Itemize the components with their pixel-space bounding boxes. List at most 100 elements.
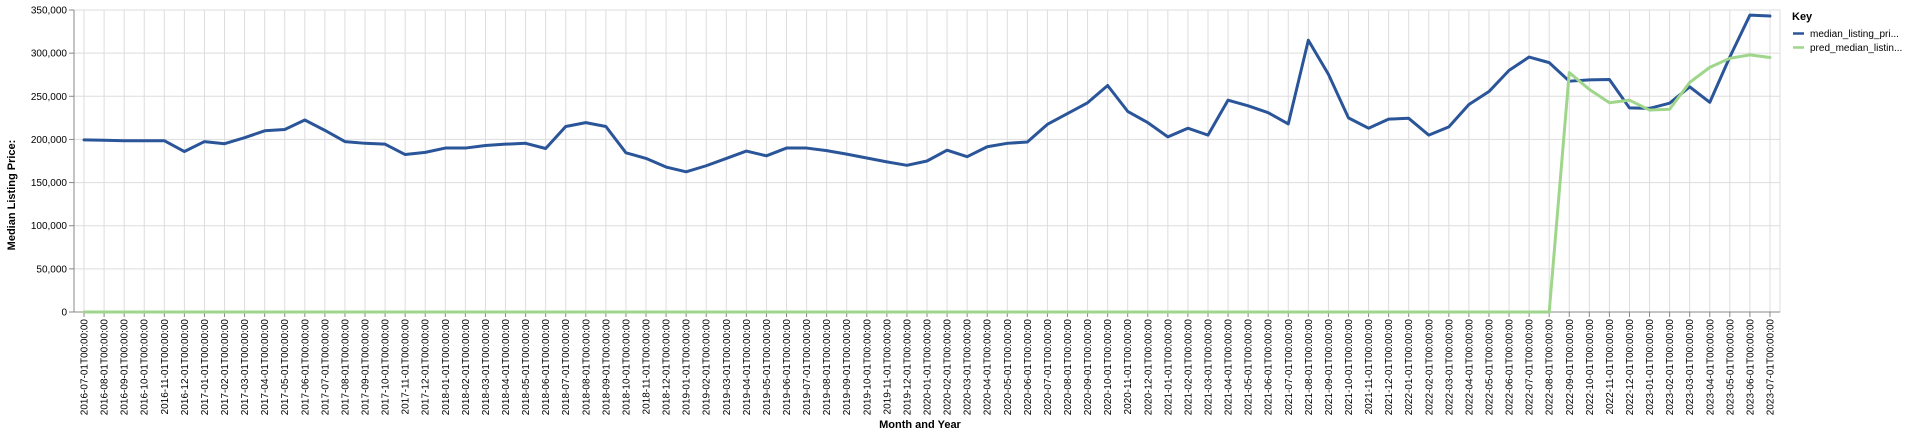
y-tick-label: 50,000: [36, 264, 67, 275]
x-tick-label: 2018-03-01T00:00:00: [481, 319, 492, 416]
x-tick-label: 2017-02-01T00:00:00: [220, 319, 231, 416]
x-tick-label: 2022-08-01T00:00:00: [1545, 319, 1556, 416]
x-tick-label: 2017-01-01T00:00:00: [200, 319, 211, 416]
series-line-1: [82, 13, 1772, 174]
x-tick-label: 2018-04-01T00:00:00: [501, 319, 512, 416]
x-tick-label: 2020-03-01T00:00:00: [963, 319, 974, 416]
y-tick-label: 0: [61, 308, 67, 319]
y-tick-label: 150,000: [31, 178, 68, 189]
x-tick-label: 2018-12-01T00:00:00: [662, 319, 673, 416]
y-axis-title: Median Listing Price:: [6, 140, 18, 251]
x-tick-label: 2018-01-01T00:00:00: [441, 319, 452, 416]
y-axis: 0 50,000 100,000 150,000 200,000 250,000 300,0…: [31, 6, 75, 319]
x-tick-label: 2016-12-01T00:00:00: [180, 319, 191, 416]
x-tick-label: 2017-03-01T00:00:00: [240, 319, 251, 416]
y-tick-label: 100,000: [31, 221, 68, 232]
legend-label: pred_median_listin...: [1810, 43, 1902, 54]
x-tick-label: 2019-02-01T00:00:00: [702, 319, 713, 416]
x-tick-label: 2022-03-01T00:00:00: [1444, 319, 1455, 416]
x-tick-label: 2020-06-01T00:00:00: [1023, 319, 1034, 416]
x-axis: 2016-07-01T00:00:00 2016-08-01T00:00:00 20…: [74, 311, 1780, 416]
x-tick-label: 2020-04-01T00:00:00: [983, 319, 994, 416]
x-tick-label: 2019-06-01T00:00:00: [782, 319, 793, 416]
series-lines: [82, 13, 1772, 314]
x-tick-label: 2019-03-01T00:00:00: [722, 319, 733, 416]
legend: Key median_listing_pri... pred_median_list…: [1792, 11, 1902, 54]
x-tick-label: 2023-04-01T00:00:00: [1705, 319, 1716, 416]
x-tick-label: 2017-07-01T00:00:00: [320, 319, 331, 416]
x-axis-title: Month and Year: [879, 419, 961, 431]
x-tick-label: 2022-01-01T00:00:00: [1404, 319, 1415, 416]
x-tick-label: 2020-08-01T00:00:00: [1063, 319, 1074, 416]
x-tick-label: 2021-06-01T00:00:00: [1264, 319, 1275, 416]
x-tick-label: 2021-03-01T00:00:00: [1203, 319, 1214, 416]
y-tick-label: 250,000: [31, 92, 68, 103]
x-tick-label: 2022-06-01T00:00:00: [1505, 319, 1516, 416]
x-tick-label: 2018-05-01T00:00:00: [521, 319, 532, 416]
x-tick-label: 2019-12-01T00:00:00: [902, 319, 913, 416]
x-tick-label: 2017-09-01T00:00:00: [361, 319, 372, 416]
legend-label: median_listing_pri...: [1810, 29, 1899, 40]
x-tick-label: 2020-11-01T00:00:00: [1123, 319, 1134, 415]
x-tick-label: 2017-06-01T00:00:00: [300, 319, 311, 416]
x-tick-label: 2019-05-01T00:00:00: [762, 319, 773, 416]
x-tick-label: 2022-05-01T00:00:00: [1484, 319, 1495, 416]
x-tick-label: 2017-12-01T00:00:00: [421, 319, 432, 416]
x-tick-label: 2016-10-01T00:00:00: [140, 319, 151, 416]
x-tick-label: 2018-10-01T00:00:00: [621, 319, 632, 416]
x-tick-label: 2021-01-01T00:00:00: [1163, 319, 1174, 416]
x-tick-label: 2023-07-01T00:00:00: [1765, 319, 1776, 416]
x-tick-label: 2016-08-01T00:00:00: [100, 319, 111, 416]
y-tick-label: 350,000: [31, 6, 68, 17]
x-tick-label: 2019-10-01T00:00:00: [862, 319, 873, 416]
x-tick-label: 2021-10-01T00:00:00: [1344, 319, 1355, 416]
series-line-2: [82, 53, 1772, 314]
x-tick-label: 2018-08-01T00:00:00: [581, 319, 592, 416]
x-tick-label: 2022-04-01T00:00:00: [1464, 319, 1475, 416]
x-tick-label: 2019-01-01T00:00:00: [682, 319, 693, 416]
x-tick-label: 2019-04-01T00:00:00: [742, 319, 753, 416]
x-tick-label: 2022-02-01T00:00:00: [1424, 319, 1435, 416]
x-tick-label: 2016-09-01T00:00:00: [120, 319, 131, 416]
x-tick-label: 2021-09-01T00:00:00: [1324, 319, 1335, 416]
x-tick-label: 2016-11-01T00:00:00: [160, 319, 171, 415]
y-tick-label: 300,000: [31, 49, 68, 60]
x-tick-label: 2018-09-01T00:00:00: [601, 319, 612, 416]
x-tick-label: 2020-02-01T00:00:00: [943, 319, 954, 416]
x-tick-label: 2021-11-01T00:00:00: [1364, 319, 1375, 415]
x-tick-label: 2018-02-01T00:00:00: [461, 319, 472, 416]
gridlines: [73, 9, 1781, 313]
legend-title: Key: [1792, 11, 1813, 23]
x-tick-label: 2023-03-01T00:00:00: [1685, 319, 1696, 416]
x-tick-label: 2020-12-01T00:00:00: [1143, 319, 1154, 416]
x-tick-label: 2018-11-01T00:00:00: [642, 319, 653, 415]
x-tick-label: 2023-02-01T00:00:00: [1665, 319, 1676, 416]
x-tick-label: 2020-10-01T00:00:00: [1103, 319, 1114, 416]
x-tick-label: 2019-11-01T00:00:00: [882, 319, 893, 415]
x-tick-label: 2017-08-01T00:00:00: [340, 319, 351, 416]
x-tick-label: 2020-01-01T00:00:00: [923, 319, 934, 416]
x-tick-label: 2020-07-01T00:00:00: [1043, 319, 1054, 416]
x-tick-label: 2022-10-01T00:00:00: [1585, 319, 1596, 416]
x-tick-label: 2017-05-01T00:00:00: [280, 319, 291, 416]
x-tick-label: 2017-11-01T00:00:00: [401, 319, 412, 415]
x-tick-label: 2022-09-01T00:00:00: [1565, 319, 1576, 416]
x-tick-label: 2019-07-01T00:00:00: [802, 319, 813, 416]
x-tick-label: 2017-04-01T00:00:00: [260, 319, 271, 416]
y-tick-label: 200,000: [31, 135, 68, 146]
x-tick-label: 2022-11-01T00:00:00: [1605, 319, 1616, 415]
x-tick-label: 2016-07-01T00:00:00: [80, 319, 91, 416]
x-tick-label: 2018-07-01T00:00:00: [561, 319, 572, 416]
x-tick-label: 2021-12-01T00:00:00: [1384, 319, 1395, 416]
x-tick-label: 2017-10-01T00:00:00: [381, 319, 392, 416]
x-tick-label: 2023-06-01T00:00:00: [1745, 319, 1756, 416]
x-tick-label: 2020-09-01T00:00:00: [1083, 319, 1094, 416]
x-tick-label: 2021-07-01T00:00:00: [1284, 319, 1295, 416]
x-tick-label: 2023-01-01T00:00:00: [1645, 319, 1656, 416]
x-tick-label: 2020-05-01T00:00:00: [1003, 319, 1014, 416]
x-tick-label: 2021-04-01T00:00:00: [1224, 319, 1235, 416]
x-tick-label: 2019-09-01T00:00:00: [842, 319, 853, 416]
x-tick-label: 2021-08-01T00:00:00: [1304, 319, 1315, 416]
